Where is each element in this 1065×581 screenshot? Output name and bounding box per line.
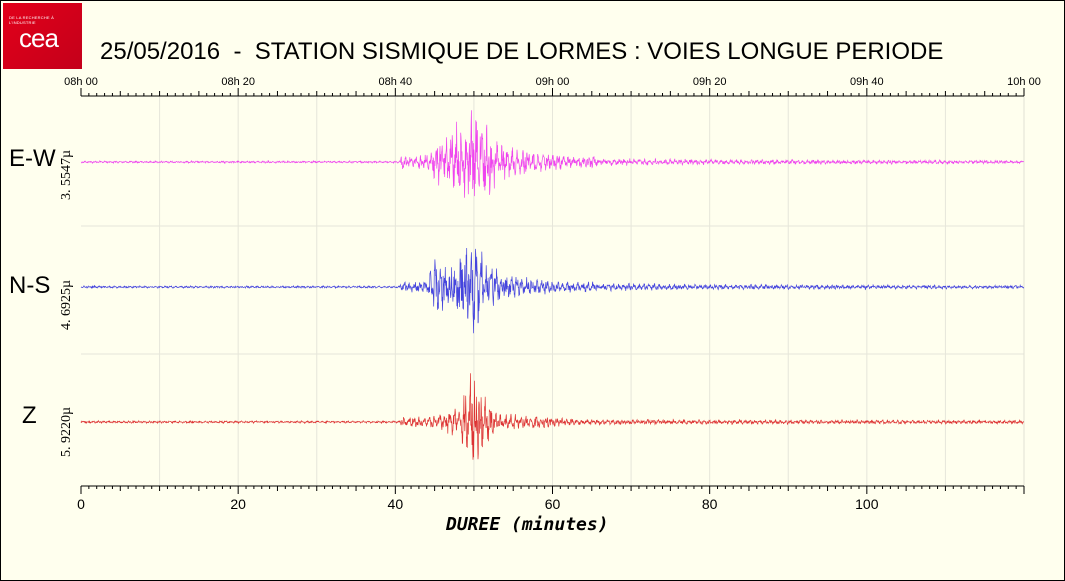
x-axis-label: DUREE (minutes) bbox=[446, 514, 609, 535]
x-tick-label: 40 bbox=[388, 496, 404, 512]
top-axis-tick-label: 09h 40 bbox=[850, 76, 884, 88]
seismogram-trace-z bbox=[80, 373, 1025, 460]
top-axis-tick-label: 09h 00 bbox=[536, 76, 570, 88]
x-tick-label: 80 bbox=[702, 496, 718, 512]
chart-title: 25/05/2016 - STATION SISMIQUE DE LORMES … bbox=[100, 38, 944, 65]
top-axis-tick-label: 09h 20 bbox=[693, 76, 727, 88]
channel-label-z: Z bbox=[22, 402, 37, 429]
cea-logo: DE LA RECHERCHE À L'INDUSTRIE cea bbox=[3, 3, 82, 69]
x-tick-label: 20 bbox=[230, 496, 246, 512]
logo-wordmark: cea bbox=[19, 23, 59, 53]
logo-tagline: DE LA RECHERCHE À L'INDUSTRIE bbox=[9, 15, 54, 25]
x-tick-label: 0 bbox=[77, 496, 85, 512]
x-tick-label: 60 bbox=[545, 496, 561, 512]
top-axis-tick-label: 08h 00 bbox=[64, 76, 98, 88]
seismogram-trace-ew bbox=[80, 110, 1024, 198]
top-axis-tick-label: 10h 00 bbox=[1007, 76, 1041, 88]
scale-label-ew: 3. 5547µ bbox=[59, 149, 74, 200]
channel-label-ns: N-S bbox=[9, 272, 51, 299]
scale-label-ns: 4. 6925µ bbox=[59, 279, 74, 330]
scale-label-z: 5. 9220µ bbox=[59, 406, 74, 457]
channel-label-ew: E-W bbox=[9, 145, 56, 172]
top-axis-tick-label: 08h 20 bbox=[221, 76, 255, 88]
top-axis-tick-label: 08h 40 bbox=[379, 76, 413, 88]
x-tick-label: 100 bbox=[855, 496, 879, 512]
seismogram-trace-ns bbox=[80, 247, 1025, 334]
